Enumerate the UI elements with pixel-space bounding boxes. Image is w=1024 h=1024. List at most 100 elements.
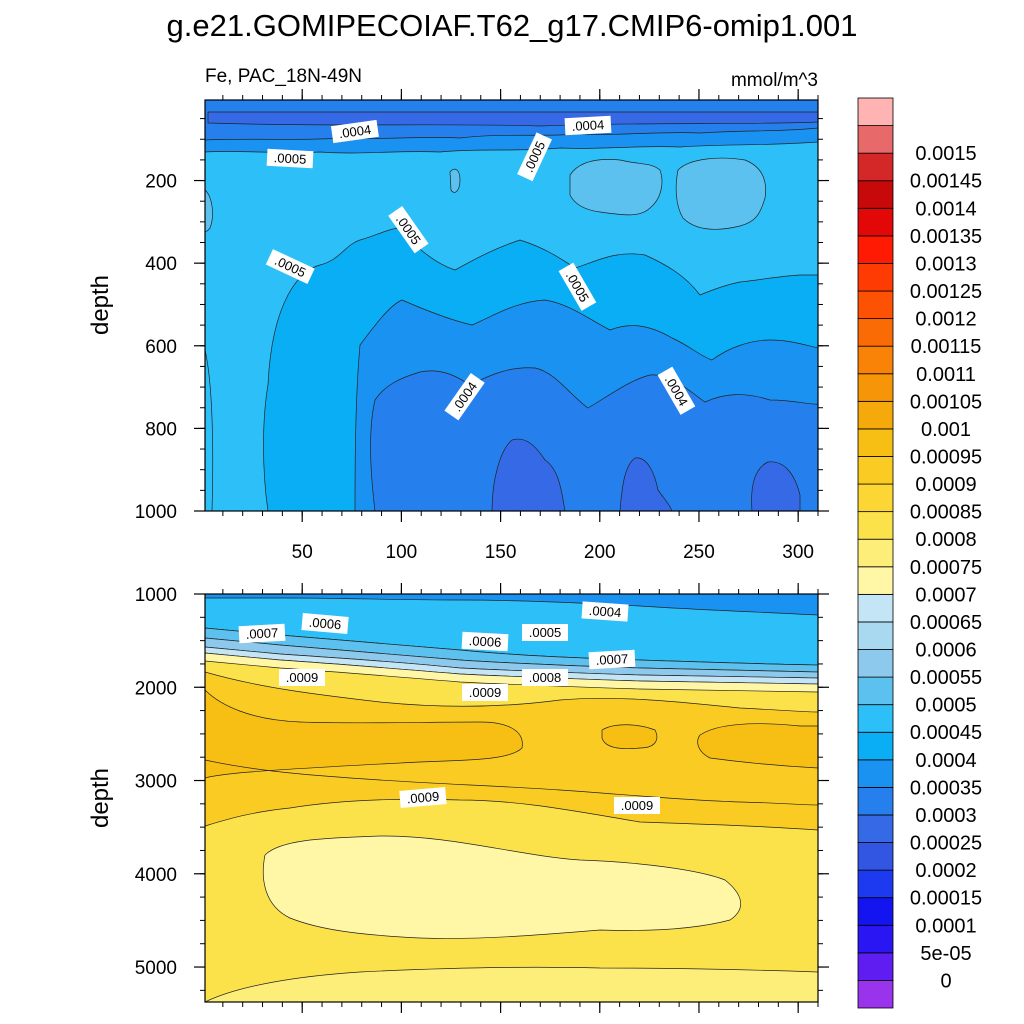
colorbar-swatch (857, 759, 894, 788)
upper-deep-patch-3 (751, 461, 801, 511)
colorbar-label: 0.001 (921, 419, 971, 441)
upper-deep-patch-1 (491, 438, 566, 511)
colorbar-label: 0.00035 (910, 777, 982, 799)
colorbar-swatch (857, 400, 894, 430)
contour-label-text: .0005 (529, 625, 562, 640)
lower-region-deep-orange (205, 689, 523, 779)
colorbar-label: 0.00065 (910, 612, 982, 634)
lower-top-band5 (205, 652, 818, 693)
colorbar-label: 0.00105 (910, 391, 982, 413)
colorbar-label: 0 (940, 970, 951, 992)
colorbar-swatch (857, 345, 894, 375)
contour-label-bg (279, 669, 325, 686)
colorbar: 0 5e-05 0.0001 0.00015 0.0002 0.00025 0.0003 0.… (857, 97, 982, 1009)
contour-label-bg (265, 249, 315, 284)
contour-label-bg (462, 684, 508, 701)
contour-label: .0007 (238, 623, 286, 644)
colorbar-swatch (857, 97, 894, 126)
contour-label-text: .0006 (468, 633, 501, 650)
contour-label-bg (558, 262, 597, 311)
colorbar-label: 0.0012 (915, 309, 976, 331)
lower-region-orange-right (601, 724, 658, 750)
contour-label: .0007 (588, 649, 636, 670)
upper-deep-patch-2 (619, 457, 673, 511)
contour-label-bg (461, 631, 509, 652)
colorbar-swatch (857, 428, 894, 457)
contour-label-bg (266, 148, 314, 169)
colorbar-swatch (857, 786, 894, 816)
contour-label-bg (614, 797, 660, 814)
lower-frame (204, 593, 819, 1003)
upper-region-deep (370, 367, 818, 511)
colorbar-swatch (857, 180, 894, 209)
contour-label-bg (388, 205, 429, 254)
colorbar-label: 0.00125 (910, 281, 982, 303)
colorbar-label: 0.00055 (910, 667, 982, 689)
colorbar-swatch (857, 290, 894, 320)
contour-label-text: .0009 (621, 798, 654, 813)
colorbar-label: 0.00085 (910, 502, 982, 524)
colorbar-label: 0.0001 (915, 915, 976, 937)
contour-label-bg (330, 119, 379, 144)
lower-contour-labels: .0004 .0006 .0007 .0006 .0005 .0007 .0009 .0009… (238, 601, 660, 814)
contour-label-bg (564, 115, 612, 136)
contour-label-text: .0004 (338, 122, 372, 141)
colorbar-swatch (857, 649, 894, 678)
y-tick-label: 1000 (135, 502, 177, 523)
contour-label-text: .0006 (308, 615, 342, 633)
contour-label-bg (522, 624, 568, 641)
colorbar-swatch (857, 235, 894, 264)
contour-label: .0005 (522, 624, 568, 641)
colorbar-label: 0.00075 (910, 557, 982, 579)
colorbar-swatch (857, 869, 894, 899)
upper-patch-3 (449, 168, 461, 193)
lower-ylabel: depth (87, 768, 114, 828)
contour-label-bg (238, 623, 286, 644)
x-tick-label: 150 (485, 542, 517, 563)
colorbar-label: 0.0011 (916, 364, 976, 386)
y-tick-label: 200 (145, 172, 177, 193)
contour-label: .0006 (301, 613, 349, 634)
contour-label: .0006 (461, 631, 509, 652)
colorbar-label: 0.0007 (915, 584, 976, 606)
colorbar-label: 0.0013 (915, 253, 976, 275)
x-tick-label: 100 (386, 542, 418, 563)
contour-label: .0009 (462, 684, 508, 701)
colorbar-label: 0.00095 (910, 446, 982, 468)
contour-label: .0004 (564, 115, 612, 136)
contour-label: .0005 (517, 132, 552, 182)
colorbar-swatch (857, 593, 894, 623)
contour-label-bg (522, 669, 568, 686)
y-tick-label: 800 (145, 419, 177, 440)
y-tick-label: 1000 (135, 585, 177, 606)
contour-label-bg (444, 372, 485, 421)
colorbar-label: 0.00015 (910, 888, 982, 910)
colorbar-swatch (857, 980, 894, 1009)
colorbar-label: 0.0015 (915, 143, 976, 165)
y-tick-label: 4000 (135, 865, 177, 886)
colorbar-swatch (857, 125, 894, 154)
contour-label: .0009 (614, 797, 660, 814)
upper-patch-2 (675, 157, 766, 230)
colorbar-swatch (857, 538, 894, 568)
colorbar-swatch (857, 318, 894, 347)
lower-axes: 1000 2000 3000 4000 5000 (135, 583, 829, 1013)
colorbar-label: 0.0009 (915, 474, 976, 496)
contour-label-bg (581, 601, 629, 622)
contour-label-bg (399, 787, 447, 808)
colorbar-swatch (857, 511, 894, 540)
colorbar-swatch (857, 483, 894, 513)
colorbar-label: 0.00025 (910, 833, 982, 855)
subtitle-right: mmol/m^3 (731, 70, 818, 91)
colorbar-label: 0.0003 (915, 805, 976, 827)
colorbar-swatch (857, 731, 894, 761)
colorbar-swatch (857, 263, 894, 292)
contour-label: .0004 (330, 119, 379, 144)
upper-left-edge (205, 349, 214, 511)
colorbar-swatch (857, 952, 894, 981)
contour-label-bg (588, 649, 636, 670)
contour-label: .0004 (581, 601, 629, 622)
colorbar-label: 0.00135 (910, 226, 982, 248)
colorbar-label: 0.00115 (911, 336, 982, 358)
